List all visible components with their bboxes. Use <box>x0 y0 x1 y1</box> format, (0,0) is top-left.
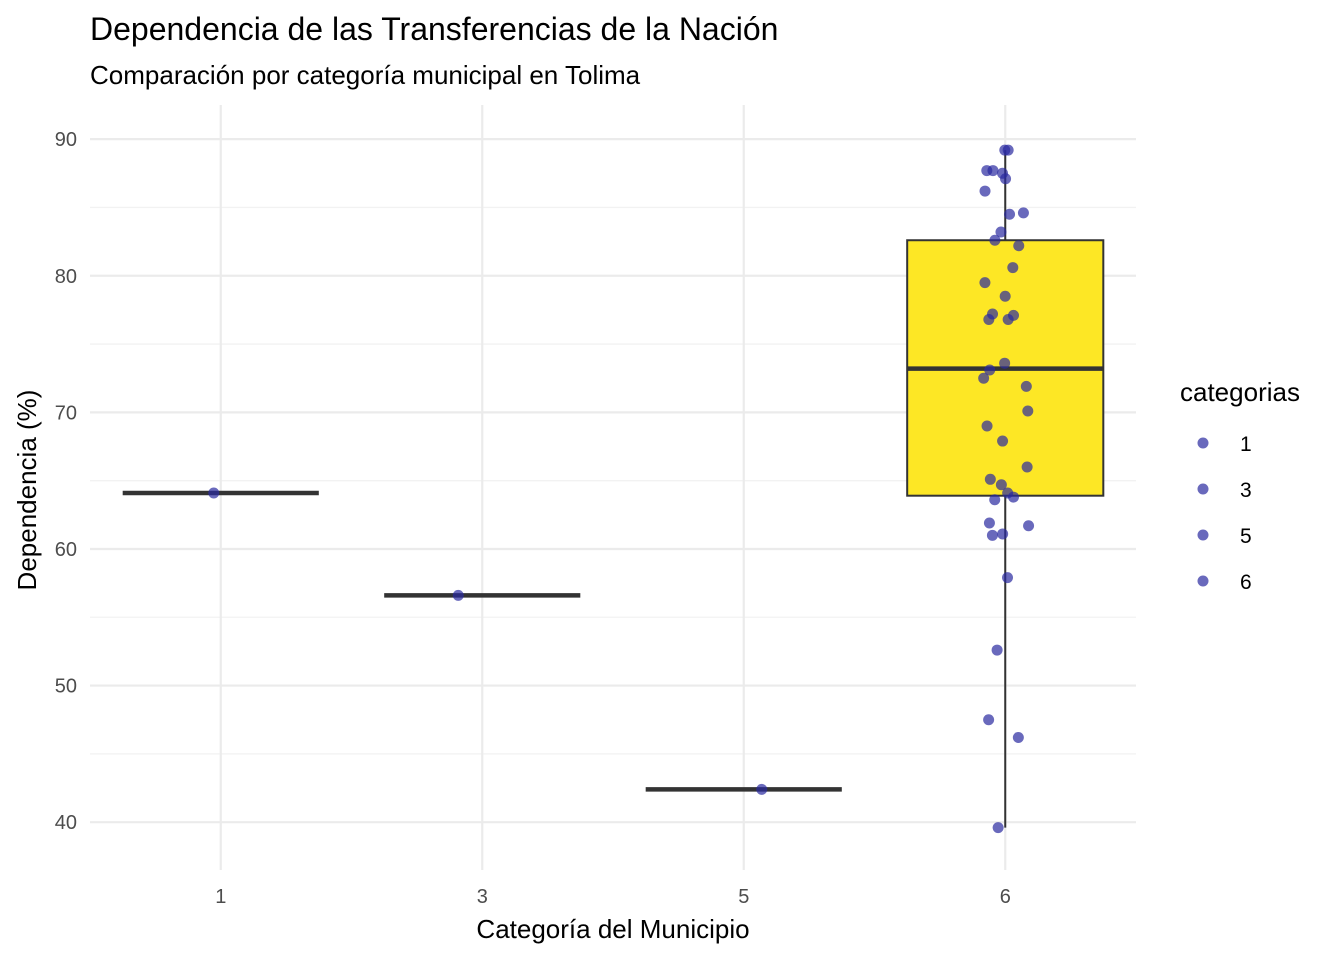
data-point <box>1002 144 1014 156</box>
data-point <box>989 234 1001 246</box>
data-point <box>983 517 995 529</box>
data-point <box>984 473 996 485</box>
data-point <box>1000 173 1012 185</box>
data-point <box>995 226 1007 238</box>
y-tick-label: 70 <box>55 402 77 424</box>
data-point <box>983 313 995 325</box>
x-tick-label: 1 <box>215 886 226 908</box>
points <box>208 144 1035 834</box>
data-point <box>987 165 999 177</box>
data-point <box>452 589 464 601</box>
data-point <box>992 822 1004 834</box>
data-point <box>999 357 1011 369</box>
legend-label: 5 <box>1240 525 1252 548</box>
y-axis-title: Dependencia (%) <box>12 390 42 591</box>
data-point <box>984 364 996 376</box>
legend-key <box>1197 529 1209 541</box>
legend-key <box>1197 483 1209 495</box>
legend: categorias 1 3 5 6 <box>1180 377 1300 594</box>
x-tick-label: 5 <box>738 886 749 908</box>
data-point <box>979 185 991 197</box>
data-point <box>1013 240 1025 252</box>
legend-title: categorias <box>1180 377 1300 407</box>
data-point <box>978 372 990 384</box>
x-tick-label: 3 <box>477 886 488 908</box>
y-tick-label: 80 <box>55 266 77 288</box>
data-point <box>1022 405 1034 417</box>
data-point <box>1002 572 1014 584</box>
data-point <box>981 420 993 432</box>
data-point <box>1004 208 1016 220</box>
y-tick-label: 50 <box>55 676 77 698</box>
data-point <box>1002 313 1014 325</box>
data-point <box>1012 731 1024 743</box>
legend-key <box>1197 575 1209 587</box>
data-point <box>991 644 1003 656</box>
legend-label: 3 <box>1240 479 1252 502</box>
data-point <box>999 290 1011 302</box>
x-tick-label: 6 <box>1000 886 1011 908</box>
chart-title: Dependencia de las Transferencias de la … <box>90 11 778 47</box>
chart-subtitle: Comparación por categoría municipal en T… <box>90 60 641 90</box>
data-point <box>1017 207 1029 219</box>
x-axis-title: Categoría del Municipio <box>476 914 749 944</box>
legend-label: 6 <box>1240 571 1252 594</box>
data-point <box>983 714 995 726</box>
data-point <box>997 528 1009 540</box>
y-axis-ticks: 40 50 60 70 80 90 <box>55 129 77 834</box>
legend-label: 1 <box>1240 433 1252 456</box>
data-point <box>997 435 1009 447</box>
data-point <box>1021 461 1033 473</box>
data-point <box>995 479 1007 491</box>
data-point <box>989 494 1001 506</box>
legend-key <box>1197 437 1209 449</box>
x-axis-ticks: 1 3 5 6 <box>215 886 1011 908</box>
y-tick-label: 60 <box>55 539 77 561</box>
data-point <box>1007 262 1019 274</box>
data-point <box>1023 520 1035 532</box>
y-tick-label: 90 <box>55 129 77 151</box>
y-tick-label: 40 <box>55 812 77 834</box>
data-point <box>756 783 768 795</box>
data-point <box>986 529 998 541</box>
data-point <box>979 277 991 289</box>
legend-items: 1 3 5 6 <box>1197 433 1252 594</box>
boxes <box>122 150 1105 828</box>
data-point <box>1020 380 1032 392</box>
data-point <box>208 487 220 499</box>
data-point <box>1007 491 1019 503</box>
